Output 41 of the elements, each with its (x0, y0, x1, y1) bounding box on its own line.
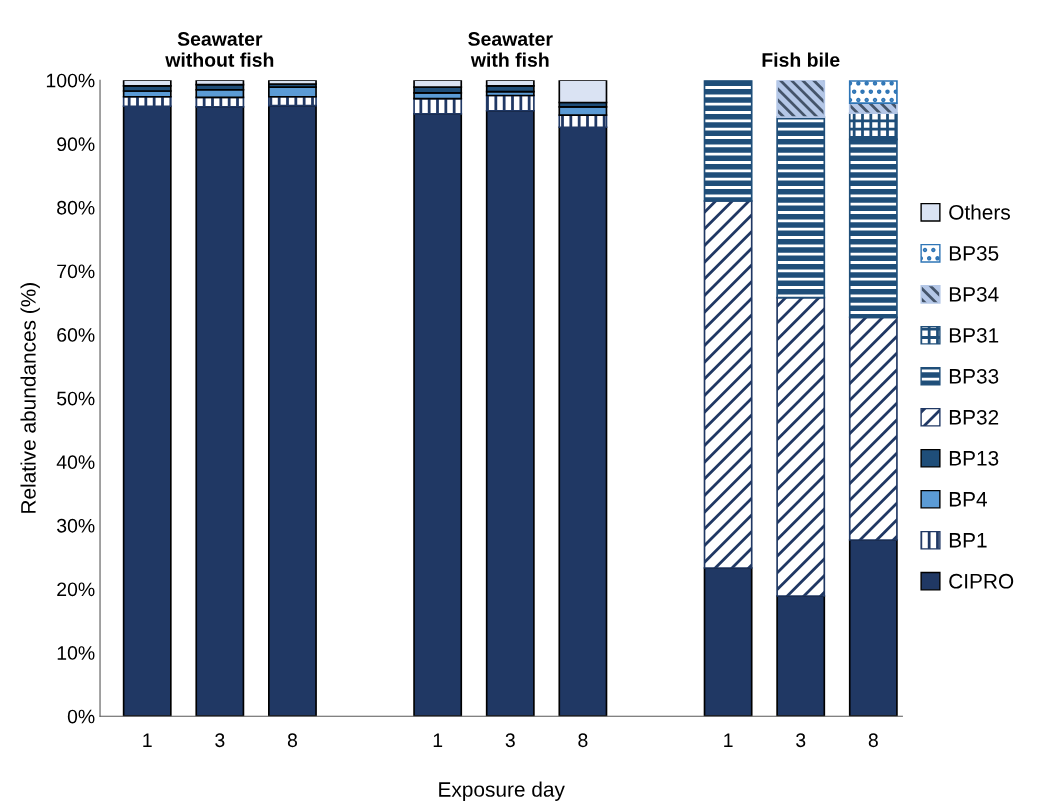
legend-label: BP4 (949, 492, 987, 507)
x-tick-label: 1 (724, 733, 733, 747)
legend-label: BP13 (949, 450, 999, 466)
legend-label: Others (949, 204, 1010, 220)
legend-label: BP1 (949, 533, 987, 548)
legend-label: BP31 (949, 327, 999, 343)
bar (848, 80, 898, 104)
y-tick-label: 100% (46, 73, 95, 88)
x-axis-title: Exposure day (439, 781, 565, 801)
bar (703, 80, 753, 202)
y-tick-label: 70% (57, 264, 95, 279)
bar (268, 86, 317, 98)
x-tick-label: 1 (143, 733, 152, 747)
y-tick-label: 10% (57, 646, 95, 660)
x-tick-label: 3 (796, 733, 806, 748)
legend-label: BP34 (949, 286, 999, 302)
y-tick-label: 20% (57, 582, 95, 597)
bar (776, 80, 826, 118)
bar (776, 116, 826, 299)
y-tick-label: 50% (57, 391, 95, 406)
x-tick-label: 1 (433, 733, 443, 747)
bar (558, 80, 608, 104)
x-tick-label: 8 (287, 733, 298, 748)
x-tick-label: 3 (505, 733, 515, 748)
y-tick-label: 60% (57, 328, 95, 342)
legend-label: BP32 (949, 409, 999, 425)
x-tick-label: 3 (215, 733, 225, 748)
y-tick-label: 90% (57, 137, 95, 152)
legend-label: CIPRO (949, 573, 1014, 589)
text: Fish bile (762, 52, 840, 67)
x-tick-label: 8 (578, 733, 588, 748)
y-tick-label: 0% (67, 709, 95, 724)
y-tick-label: 30% (57, 518, 95, 533)
legend-label: BP33 (949, 368, 999, 384)
y-tick-label: 80% (57, 200, 95, 215)
y-tick-label: 40% (56, 455, 95, 470)
legend-label: BP35 (949, 245, 999, 261)
text: Seawater with fish (468, 32, 553, 67)
y-axis-title: Relative abundances (%) (20, 283, 40, 513)
x-tick-label: 8 (868, 733, 878, 748)
text: Seawater without fish (165, 32, 274, 67)
